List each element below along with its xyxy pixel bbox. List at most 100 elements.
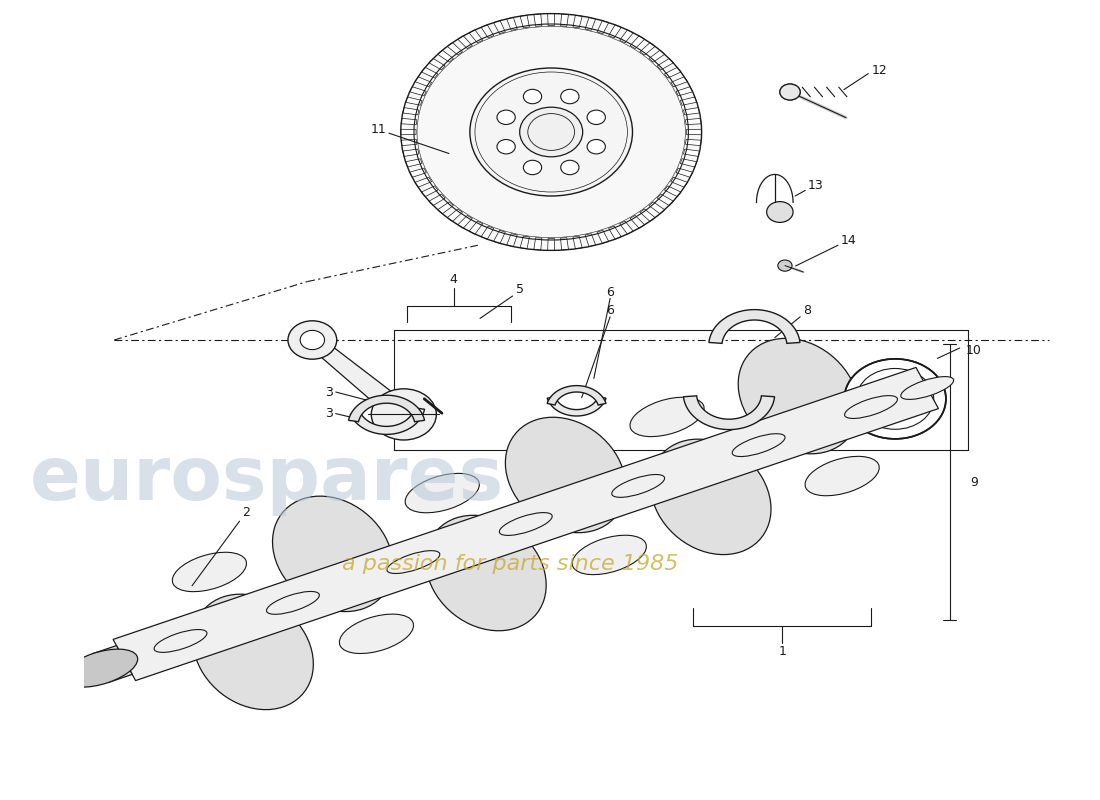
Circle shape xyxy=(524,90,541,104)
Circle shape xyxy=(767,202,793,222)
Polygon shape xyxy=(400,130,416,134)
Text: eurospares: eurospares xyxy=(30,443,504,517)
Ellipse shape xyxy=(340,614,414,654)
Polygon shape xyxy=(685,139,701,146)
Polygon shape xyxy=(548,14,554,26)
Ellipse shape xyxy=(426,515,547,630)
Polygon shape xyxy=(664,186,681,197)
Polygon shape xyxy=(507,234,517,246)
Polygon shape xyxy=(469,30,483,43)
Text: a passion for parts since 1985: a passion for parts since 1985 xyxy=(342,554,679,574)
Polygon shape xyxy=(680,158,696,167)
Circle shape xyxy=(399,13,703,251)
Polygon shape xyxy=(448,209,462,222)
Circle shape xyxy=(561,90,579,104)
Circle shape xyxy=(845,359,946,439)
Text: 9: 9 xyxy=(970,475,978,489)
Ellipse shape xyxy=(173,552,246,592)
Polygon shape xyxy=(547,386,606,405)
Ellipse shape xyxy=(738,338,859,454)
Circle shape xyxy=(587,110,605,125)
Text: 2: 2 xyxy=(192,506,250,586)
Polygon shape xyxy=(421,67,438,78)
Ellipse shape xyxy=(273,496,393,611)
Circle shape xyxy=(524,160,541,174)
Polygon shape xyxy=(406,97,422,106)
Polygon shape xyxy=(520,236,529,249)
Polygon shape xyxy=(415,178,431,187)
Text: 6: 6 xyxy=(606,286,614,298)
Polygon shape xyxy=(458,215,472,228)
Polygon shape xyxy=(683,396,774,430)
Polygon shape xyxy=(683,149,700,157)
Text: 4: 4 xyxy=(450,273,458,286)
Text: 6: 6 xyxy=(606,304,614,317)
Polygon shape xyxy=(438,50,453,62)
Polygon shape xyxy=(403,149,419,157)
Ellipse shape xyxy=(572,535,647,574)
Polygon shape xyxy=(676,168,693,178)
Ellipse shape xyxy=(154,630,207,652)
Polygon shape xyxy=(409,168,427,178)
Circle shape xyxy=(780,84,800,100)
Ellipse shape xyxy=(387,550,440,574)
Circle shape xyxy=(288,321,337,359)
Ellipse shape xyxy=(650,439,771,554)
Polygon shape xyxy=(534,14,542,26)
Polygon shape xyxy=(421,186,438,197)
Circle shape xyxy=(587,139,605,154)
Ellipse shape xyxy=(845,396,898,418)
Polygon shape xyxy=(585,234,596,246)
Polygon shape xyxy=(520,15,529,28)
Polygon shape xyxy=(671,77,688,86)
Circle shape xyxy=(497,110,515,125)
Ellipse shape xyxy=(505,418,626,533)
Polygon shape xyxy=(649,202,664,214)
Polygon shape xyxy=(307,335,412,421)
Circle shape xyxy=(561,160,579,174)
Polygon shape xyxy=(630,36,645,49)
Ellipse shape xyxy=(612,474,664,498)
Polygon shape xyxy=(676,86,693,96)
Circle shape xyxy=(519,107,583,157)
Circle shape xyxy=(778,260,792,271)
Polygon shape xyxy=(685,118,701,125)
Polygon shape xyxy=(429,58,446,70)
Polygon shape xyxy=(608,226,622,239)
Text: 12: 12 xyxy=(871,64,887,77)
Text: 14: 14 xyxy=(795,234,857,266)
Polygon shape xyxy=(683,107,700,115)
Polygon shape xyxy=(458,36,472,49)
Polygon shape xyxy=(402,118,417,125)
Polygon shape xyxy=(640,209,656,222)
Polygon shape xyxy=(708,310,800,343)
Text: 5: 5 xyxy=(516,283,524,296)
Ellipse shape xyxy=(805,456,879,496)
Polygon shape xyxy=(573,236,582,249)
Polygon shape xyxy=(686,130,702,134)
Polygon shape xyxy=(547,397,606,416)
Polygon shape xyxy=(403,107,419,115)
Polygon shape xyxy=(657,194,673,206)
Ellipse shape xyxy=(266,591,319,614)
Ellipse shape xyxy=(499,513,552,535)
Polygon shape xyxy=(657,58,673,70)
Circle shape xyxy=(372,389,437,440)
Ellipse shape xyxy=(901,377,954,399)
Polygon shape xyxy=(664,67,681,78)
Polygon shape xyxy=(649,50,664,62)
Polygon shape xyxy=(561,238,569,250)
Polygon shape xyxy=(494,230,505,243)
Polygon shape xyxy=(92,646,132,682)
Text: 10: 10 xyxy=(966,344,981,357)
Text: 8: 8 xyxy=(803,304,811,317)
Polygon shape xyxy=(469,221,483,234)
Circle shape xyxy=(780,84,800,100)
Text: 13: 13 xyxy=(807,179,823,192)
Ellipse shape xyxy=(630,398,704,437)
Polygon shape xyxy=(630,215,645,228)
Circle shape xyxy=(300,330,324,350)
Polygon shape xyxy=(429,194,446,206)
Polygon shape xyxy=(680,97,696,106)
Circle shape xyxy=(470,68,632,196)
